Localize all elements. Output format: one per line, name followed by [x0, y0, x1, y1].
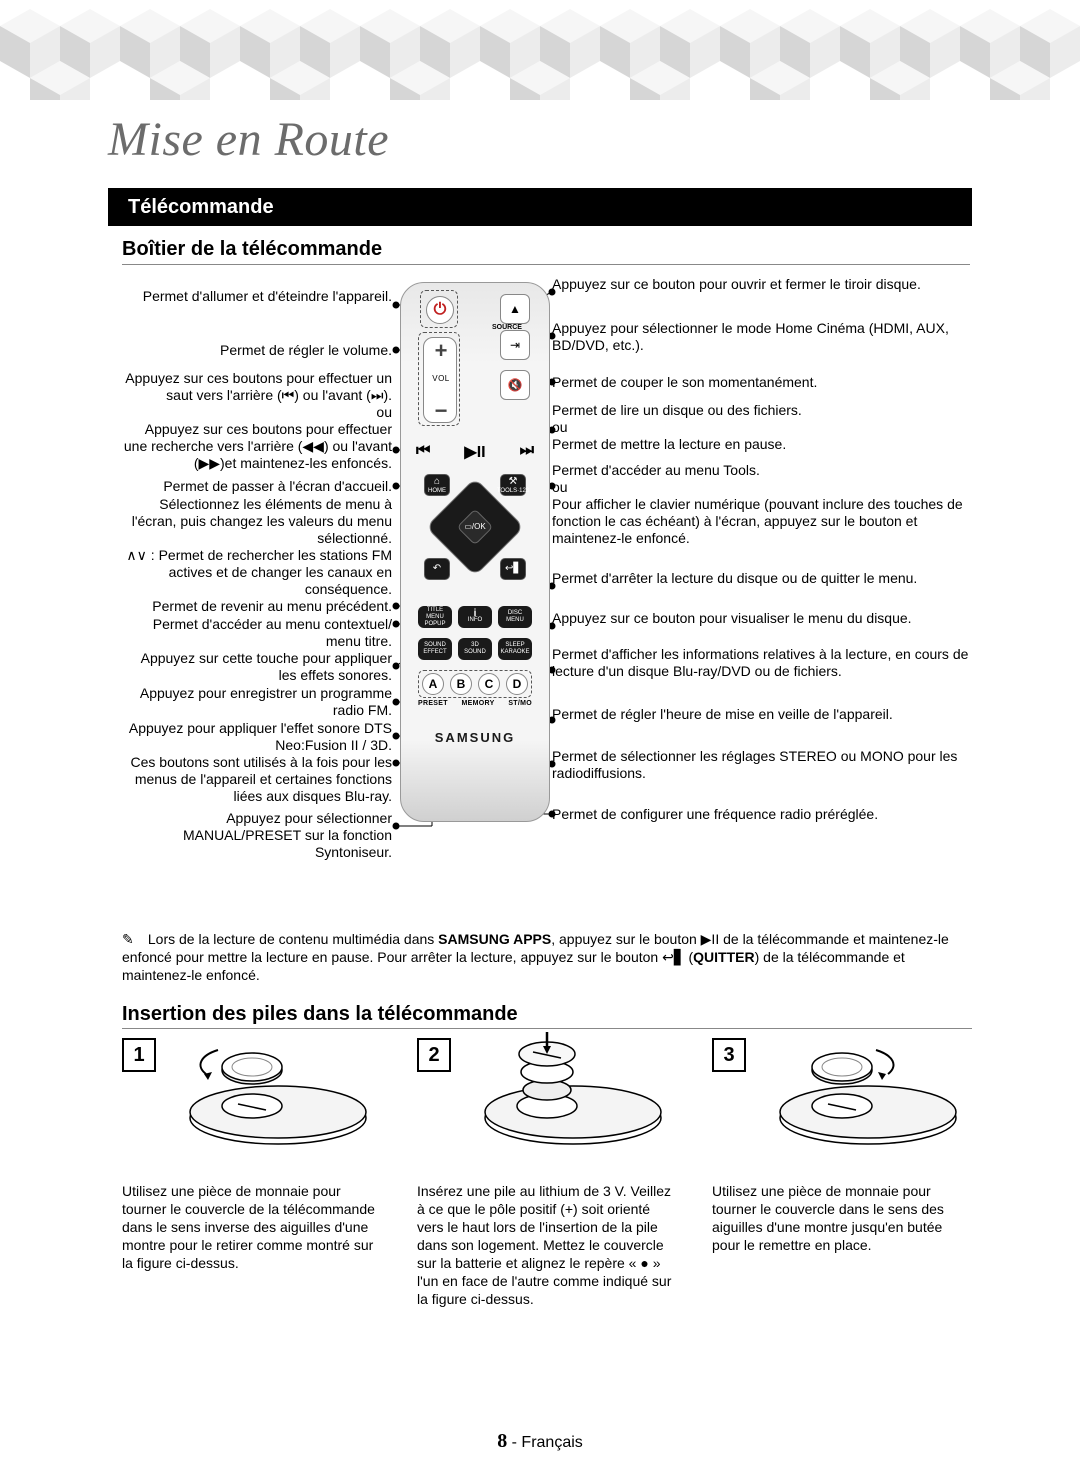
battery-steps: 1 2: [122, 1038, 972, 1168]
return-icon: ↶: [433, 564, 441, 574]
divider: [122, 264, 970, 265]
battery-texts: Utilisez une pièce de monnaie pour tourn…: [122, 1182, 972, 1308]
battery-text-3: Utilisez une pièce de monnaie pour tourn…: [712, 1182, 972, 1308]
play-pause-icon: ▶II: [464, 442, 485, 462]
prev-icon: ⏮: [416, 442, 430, 462]
remote-illustration: ⏻ ▲ ⇥ SOURCE + VOL − 🔇 ⏮ ▶II ⏭: [400, 270, 550, 840]
manual-page: Mise en Route Télécommande Boîtier de la…: [0, 0, 1080, 1479]
battery-step-2: 2: [417, 1038, 677, 1168]
eject-icon: ▲: [509, 302, 521, 316]
note-icon: ✎: [122, 930, 144, 948]
step-number-2: 2: [417, 1038, 451, 1072]
abcd-buttons: A B C D: [418, 670, 532, 698]
exit-icon: ↩▋: [505, 564, 521, 574]
battery-text-2: Insérez une pile au lithium de 3 V. Veil…: [417, 1182, 677, 1308]
section-heading-bar: Télécommande: [108, 188, 972, 226]
footnote: ✎ Lors de la lecture de contenu multiméd…: [122, 930, 972, 984]
subsection-title-2: Insertion des piles dans la télécommande: [122, 1003, 518, 1026]
battery-step-1: 1: [122, 1038, 382, 1168]
source-label: SOURCE: [492, 324, 522, 331]
page-footer: 8 - Français: [0, 1430, 1080, 1453]
chapter-title: Mise en Route: [108, 112, 389, 167]
divider: [122, 1028, 972, 1029]
abcd-sublabels: PRESETMEMORYST/MO: [418, 700, 532, 707]
brand-logo: SAMSUNG: [400, 730, 550, 745]
remote-diagram: Permet d'allumer et d'éteindre l'apparei…: [122, 270, 972, 950]
source-icon: ⇥: [510, 338, 520, 352]
battery-text-1: Utilisez une pièce de monnaie pour tourn…: [122, 1182, 382, 1308]
battery-step-3: 3: [712, 1038, 972, 1168]
mute-icon: 🔇: [508, 378, 523, 392]
power-icon: ⏻: [434, 301, 447, 319]
step-number-3: 3: [712, 1038, 746, 1072]
subsection-title-1: Boîtier de la télécommande: [122, 238, 382, 261]
step-number-1: 1: [122, 1038, 156, 1072]
next-icon: ⏭: [520, 442, 534, 462]
decorative-top-band: [0, 0, 1080, 115]
vol-label: VOL: [424, 374, 458, 383]
